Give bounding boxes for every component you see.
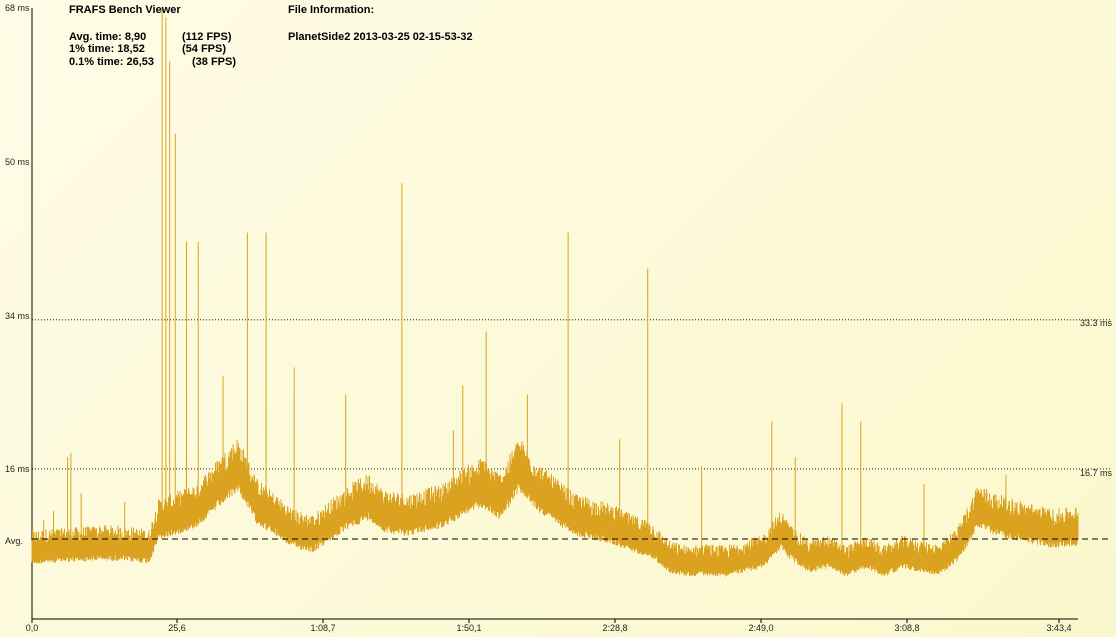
reference-line-label-16ms: 16.7 ms [1079,468,1112,478]
stat-01pct-fps: (38 FPS) [192,56,237,68]
frametime-series [31,439,1079,577]
x-tick-label: 0,0 [25,623,39,633]
x-tick-label: 1:50,1 [456,623,482,633]
file-info-label: File Information: [288,4,375,16]
avg-line-label: Avg. [5,536,23,546]
y-tick-label: 34 ms [5,311,30,321]
stat-1pct-fps: (54 FPS) [182,43,227,55]
reference-line-label-33ms: 33.3 ms [1079,318,1112,328]
x-tick-label: 3:08,8 [894,623,920,633]
y-tick-label: 68 ms [5,3,30,13]
stat-01pct-time: 0.1% time: 26,53 [69,56,154,68]
x-tick-label: 3:43,4 [1046,623,1072,633]
file-name: PlanetSide2 2013-03-25 02-15-53-32 [288,31,473,43]
x-tick-label: 25,6 [168,623,186,633]
x-tick-label: 2:28,8 [602,623,628,633]
app-title: FRAFS Bench Viewer [69,4,181,16]
y-tick-label: 16 ms [5,464,30,474]
x-tick-label: 1:08,7 [310,623,336,633]
x-tick-label: 2:49,0 [748,623,774,633]
stat-avg-time: Avg. time: 8,90 [69,31,147,43]
stat-avg-fps: (112 FPS) [182,31,232,43]
stat-1pct-time: 1% time: 18,52 [69,43,145,55]
y-tick-label: 50 ms [5,157,30,167]
